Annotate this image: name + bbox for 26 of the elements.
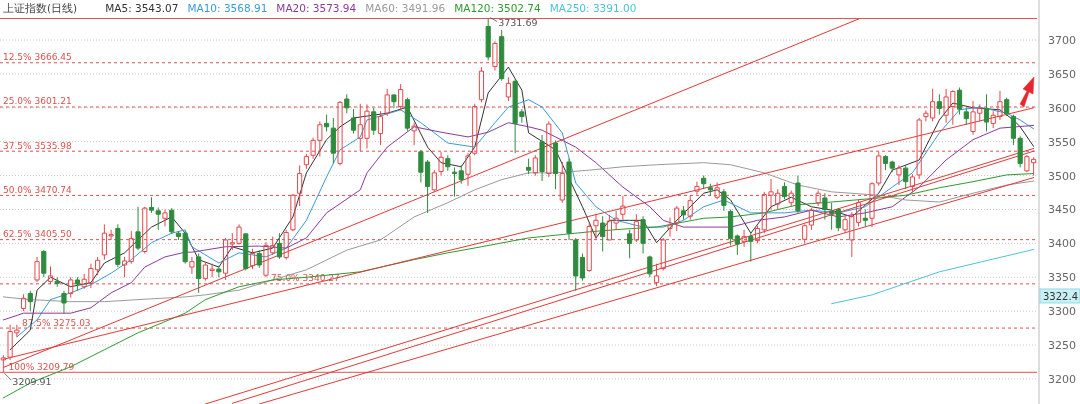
y-tick-label: 3350	[1048, 271, 1076, 285]
annotation: 3731.69	[498, 16, 538, 28]
y-tick-label: 3300	[1048, 305, 1076, 319]
text: MA20: 3573.94	[276, 2, 357, 14]
ref-line-label: 12.5% 3666.45	[3, 52, 72, 63]
y-tick-label: 3650	[1048, 67, 1076, 81]
ref-line-label: 25.0% 3601.21	[3, 96, 72, 107]
ref-line-label: 100% 3209.79	[8, 361, 75, 372]
text: MA5: 3543.07	[105, 2, 179, 14]
ref-line-label: 62.5% 3405.50	[3, 229, 72, 240]
y-tick-label: 3550	[1048, 135, 1076, 149]
y-tick-label: 3200	[1048, 372, 1076, 386]
y-tick-label: 3400	[1048, 237, 1076, 251]
y-tick-label: 3250	[1048, 339, 1076, 353]
text: MA120: 3502.74	[454, 2, 542, 14]
y-tick-label: 3500	[1048, 169, 1076, 183]
y-tick-label: 3700	[1048, 34, 1076, 48]
ref-line-label: 50.0% 3470.74	[3, 184, 72, 195]
chart-title: 上证指数(日线)	[3, 2, 78, 14]
ref-line-label: 37.5% 3535.98	[3, 140, 72, 151]
text: MA60: 3491.96	[365, 2, 446, 14]
text: MA250: 3391.00	[549, 2, 637, 14]
y-tick-label: 3600	[1048, 101, 1076, 115]
text: MA10: 3568.91	[187, 2, 268, 14]
y-tick-label: 3450	[1048, 203, 1076, 217]
annotation: 3322.4	[1043, 290, 1078, 302]
